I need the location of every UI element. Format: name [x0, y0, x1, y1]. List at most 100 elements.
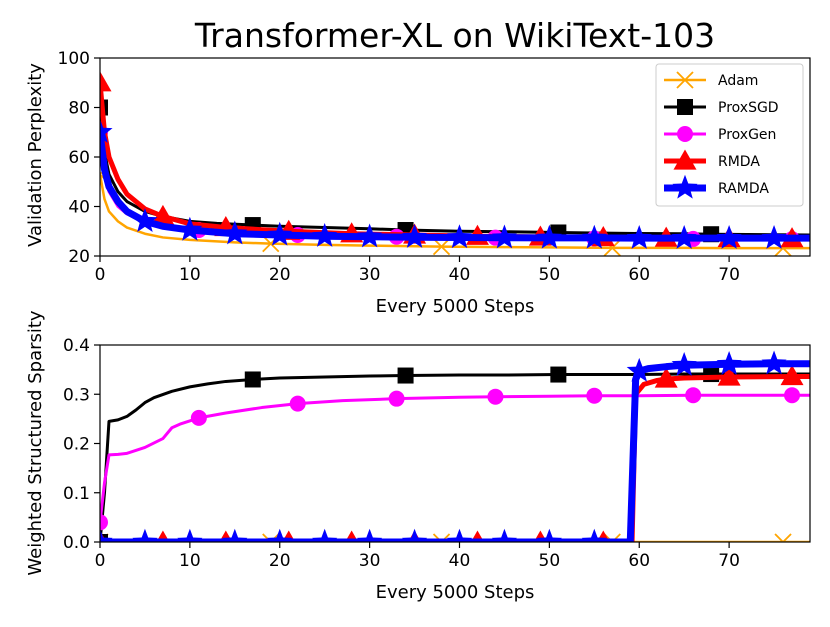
legend-label-adam: Adam [718, 73, 758, 89]
point-proxgen [487, 388, 504, 405]
series-line-rmda [100, 374, 810, 542]
point-rmda [100, 71, 112, 92]
top-x-axis-label: Every 5000 Steps [376, 296, 535, 317]
y-tick-label: 100 [58, 49, 90, 69]
point-ramda [267, 528, 293, 542]
series-line-ramda [100, 360, 810, 542]
figure-title: Transformer-XL on WikiText-103 [194, 16, 715, 55]
x-tick-label: 20 [269, 551, 291, 571]
legend-entry-ramda: RAMDA [664, 174, 769, 199]
point-ramda [626, 224, 652, 249]
point-ramda [402, 223, 428, 248]
y-tick-label: 0.0 [63, 533, 90, 553]
point-ramda [761, 224, 787, 249]
perplexity-chart: 0 10 20 30 40 50 60 70 20 40 60 80 100 Adam ProxSGD Pro… [58, 49, 811, 285]
x-tick-label: 30 [359, 551, 381, 571]
y-tick-label: 0.2 [63, 435, 90, 455]
legend-label-proxsgd: ProxSGD [718, 100, 779, 116]
point-adam [432, 533, 451, 542]
point-ramda [222, 528, 248, 542]
x-tick-label: 20 [269, 265, 291, 285]
x-tick-label: 50 [539, 551, 561, 571]
point-ramda [100, 528, 113, 542]
point-ramda [761, 350, 787, 375]
point-proxgen [388, 390, 405, 407]
point-ramda [312, 528, 338, 542]
y-tick-label: 0.3 [63, 385, 90, 405]
series-ramda [100, 119, 810, 249]
legend-label-rmda: RMDA [718, 154, 760, 170]
series-ramda [100, 350, 810, 542]
point-ramda [357, 223, 383, 248]
point-rmda [151, 204, 175, 226]
x-tick-label: 70 [718, 551, 740, 571]
point-adam [262, 533, 280, 542]
x-tick-label: 0 [95, 265, 106, 285]
point-ramda [267, 221, 293, 246]
point-adam [774, 533, 792, 542]
point-proxgen [190, 409, 207, 426]
plot-area [100, 71, 810, 256]
x-tick-label: 60 [628, 551, 650, 571]
bottom-x-axis-label: Every 5000 Steps [376, 582, 535, 603]
legend: Adam ProxSGD ProxGen RMDA RAMDA [655, 63, 804, 207]
point-ramda [491, 528, 517, 542]
point-ramda [491, 224, 517, 249]
point-proxsgd [550, 366, 567, 383]
legend-entry-proxgen: ProxGen [664, 126, 776, 143]
y-tick-label: 0.4 [63, 336, 90, 356]
point-rmda [780, 365, 804, 386]
x-tick-label: 40 [449, 551, 471, 571]
x-tick-label: 0 [95, 551, 106, 571]
x-tick-label: 50 [539, 265, 561, 285]
legend-marker-ramda [672, 174, 698, 199]
y-tick-label: 60 [68, 148, 90, 168]
series-proxgen [100, 387, 810, 531]
bottom-y-axis-label: Weighted Structured Sparsity [25, 310, 46, 576]
series-rmda [100, 365, 810, 542]
point-ramda [312, 223, 338, 247]
point-ramda [357, 528, 383, 542]
x-tick-label: 40 [449, 265, 471, 285]
legend-marker-rmda [673, 149, 697, 170]
series-line-ramda [100, 131, 810, 242]
point-ramda [671, 351, 697, 376]
point-ramda [177, 216, 203, 241]
point-proxgen [289, 395, 306, 412]
point-proxgen [586, 387, 603, 404]
point-ramda [132, 528, 158, 542]
series-proxsgd [100, 366, 810, 542]
sparsity-chart: 0 10 20 30 40 50 60 70 0.0 0.1 0.2 0.3 0.4 [63, 336, 811, 571]
point-ramda [132, 208, 158, 233]
point-ramda [536, 528, 562, 542]
point-adam [432, 237, 451, 256]
point-ramda [222, 220, 248, 245]
legend-entry-adam: Adam [664, 71, 758, 89]
point-rmda [654, 367, 678, 388]
legend-entry-proxsgd: ProxSGD [664, 99, 779, 116]
legend-marker-proxsgd [677, 99, 693, 115]
x-tick-label: 10 [179, 265, 201, 285]
point-ramda [581, 224, 607, 249]
series-line-adam [100, 174, 810, 250]
point-ramda [446, 528, 473, 542]
series-line-proxsgd [100, 372, 810, 542]
y-tick-label: 0.1 [63, 484, 90, 504]
point-ramda [402, 528, 428, 542]
point-rmda [717, 365, 741, 386]
top-y-axis-label: Validation Perplexity [25, 63, 46, 247]
legend-label-ramda: RAMDA [718, 181, 769, 197]
point-ramda [536, 224, 562, 249]
x-tick-label: 70 [718, 265, 740, 285]
point-ramda [626, 357, 652, 382]
legend-entry-rmda: RMDA [664, 149, 760, 170]
legend-marker-adam [676, 71, 694, 89]
point-ramda [716, 224, 742, 249]
point-ramda [581, 528, 607, 542]
y-tick-label: 40 [68, 198, 90, 218]
point-ramda [100, 119, 113, 143]
point-ramda [177, 528, 203, 542]
point-ramda [446, 224, 473, 249]
series-line-proxgen [100, 393, 810, 523]
